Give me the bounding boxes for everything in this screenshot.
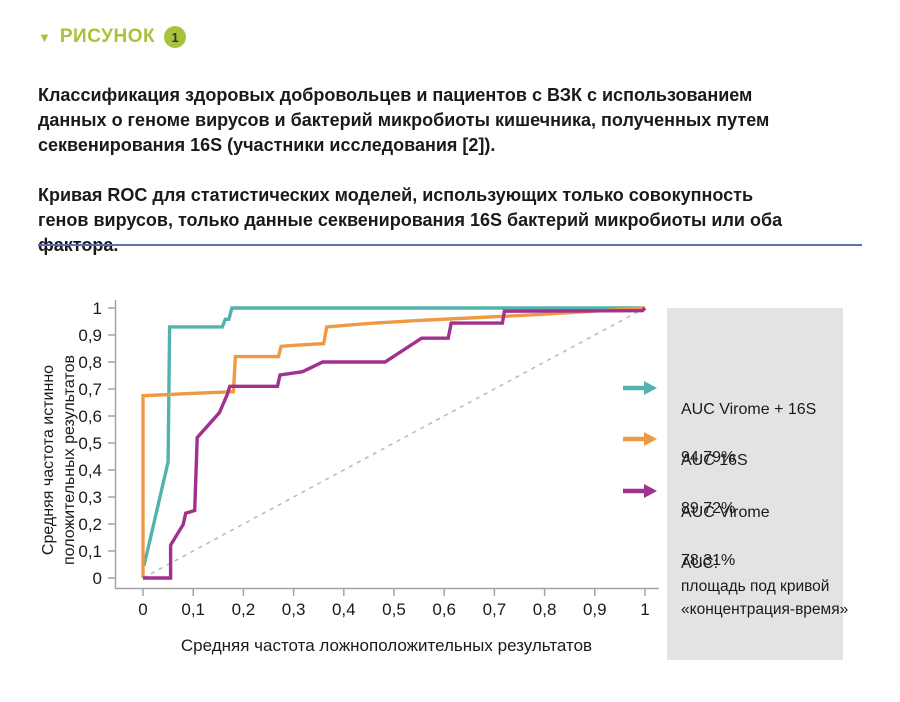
figure-header: ▼ РИСУНОК 1 (38, 26, 187, 48)
x-tick-label: 0,4 (332, 600, 356, 619)
roc-curve-virome (143, 306, 647, 580)
roc-curve-virome-16s (142, 306, 645, 567)
legend-item-virome: AUC Virome 78,31% (681, 477, 770, 597)
y-tick-label: 0,8 (78, 353, 102, 372)
x-tick-label: 0,6 (432, 600, 456, 619)
legend-item-16s: AUC 16S 89,72% (681, 425, 748, 545)
legend-item-value: 94,79% (681, 449, 736, 466)
y-tick-label: 0,1 (78, 542, 102, 561)
y-tick-label: 0,4 (78, 461, 102, 480)
x-tick-label: 0,7 (483, 600, 507, 619)
figure-caption: Классификация здоровых добровольцев и па… (38, 58, 862, 283)
x-axis-label: Средняя частота ложноположительных резул… (180, 636, 593, 655)
x-tick-label: 0,1 (181, 600, 205, 619)
legend-item-value: 78,31% (681, 552, 736, 569)
y-tick-label: 0 (93, 569, 102, 588)
y-tick-label: 0,3 (78, 488, 102, 507)
y-tick-label: 0,7 (78, 380, 102, 399)
x-tick-label: 0,5 (382, 600, 406, 619)
y-tick-label: 0,5 (78, 434, 102, 453)
chance-diagonal-reference-line (142, 307, 646, 579)
caption-paragraph-1: Классификация здоровых добровольцев и па… (38, 85, 770, 155)
legend-item-label: AUC 16S (681, 452, 748, 469)
figure-number-badge: 1 (164, 26, 187, 48)
y-tick-label: 0,9 (78, 326, 102, 345)
legend-arrow-virome-icon (623, 484, 657, 498)
y-tick-label: 0,2 (78, 515, 102, 534)
roc-curve-16s (141, 306, 646, 578)
x-tick-label: 0,9 (583, 600, 607, 619)
legend-item-virome-16s: AUC Virome + 16S 94,79% (681, 374, 816, 494)
legend-item-value: 89,72% (681, 500, 736, 517)
x-tick-label: 0,2 (232, 600, 256, 619)
section-divider (38, 244, 862, 246)
figure-label: РИСУНОК (59, 26, 156, 47)
x-tick-label: 1 (640, 600, 649, 619)
legend-auc-note: AUC: площадь под кривой «концентрация-вр… (681, 555, 849, 618)
y-tick-label: 0,6 (78, 407, 102, 426)
y-axis-label: Средняя частота истинно положительных ре… (40, 355, 78, 565)
y-tick-label: 1 (93, 299, 102, 318)
legend-arrow-16s-icon (623, 432, 657, 446)
legend-item-label: AUC Virome + 16S (681, 401, 817, 418)
caption-paragraph-2: Кривая ROC для статистических моделей, и… (38, 185, 783, 255)
legend-item-label: AUC Virome (681, 504, 770, 521)
x-tick-label: 0 (138, 600, 147, 619)
x-tick-label: 0,3 (282, 600, 306, 619)
legend-arrow-virome-16s-icon (623, 381, 657, 395)
triangle-marker-icon: ▼ (38, 29, 51, 45)
legend-panel (667, 308, 843, 660)
x-tick-label: 0,8 (533, 600, 557, 619)
